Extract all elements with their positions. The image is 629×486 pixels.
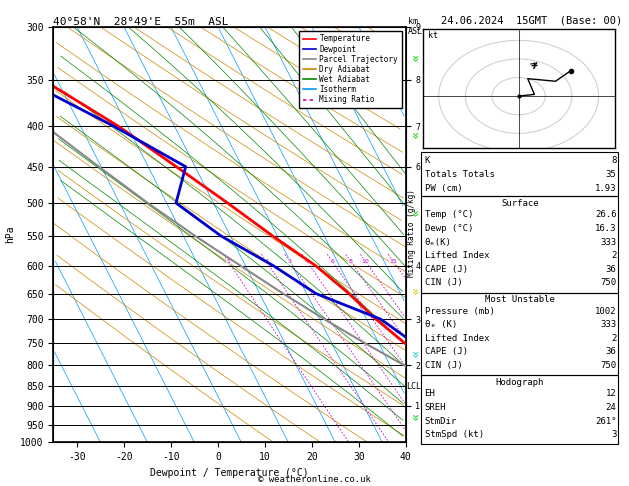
Text: CAPE (J): CAPE (J)	[425, 265, 467, 274]
Text: 24: 24	[606, 403, 616, 412]
Text: 1.93: 1.93	[595, 184, 616, 193]
Text: Dewp (°C): Dewp (°C)	[425, 224, 473, 233]
Text: »: »	[407, 288, 420, 295]
Text: 36: 36	[606, 265, 616, 274]
Text: 8: 8	[611, 156, 616, 166]
Text: Temp (°C): Temp (°C)	[425, 210, 473, 220]
Text: LCL: LCL	[406, 382, 421, 392]
Y-axis label: hPa: hPa	[4, 226, 14, 243]
Text: Totals Totals: Totals Totals	[425, 170, 494, 179]
Text: »: »	[407, 132, 420, 140]
Text: EH: EH	[425, 389, 435, 399]
Text: CIN (J): CIN (J)	[425, 278, 462, 288]
Text: 333: 333	[600, 320, 616, 330]
Text: © weatheronline.co.uk: © weatheronline.co.uk	[258, 474, 371, 484]
Text: 1: 1	[226, 259, 230, 264]
Text: Most Unstable: Most Unstable	[485, 295, 555, 304]
Text: θₑ(K): θₑ(K)	[425, 238, 452, 247]
Text: 261°: 261°	[595, 417, 616, 426]
Text: kt: kt	[428, 32, 438, 40]
Text: 4: 4	[305, 259, 309, 264]
Text: Lifted Index: Lifted Index	[425, 334, 489, 343]
Text: 1002: 1002	[595, 307, 616, 316]
Text: Surface: Surface	[501, 199, 538, 208]
Text: 24.06.2024  15GMT  (Base: 00): 24.06.2024 15GMT (Base: 00)	[441, 16, 622, 26]
Text: StmDir: StmDir	[425, 417, 457, 426]
Text: CAPE (J): CAPE (J)	[425, 347, 467, 357]
Text: 3: 3	[611, 430, 616, 439]
Text: Lifted Index: Lifted Index	[425, 251, 489, 260]
Text: CIN (J): CIN (J)	[425, 361, 462, 370]
Text: 15: 15	[389, 259, 397, 264]
Text: 10: 10	[362, 259, 369, 264]
Text: Hodograph: Hodograph	[496, 378, 544, 387]
Text: θₑ (K): θₑ (K)	[425, 320, 457, 330]
Text: 2: 2	[611, 334, 616, 343]
X-axis label: Dewpoint / Temperature (°C): Dewpoint / Temperature (°C)	[150, 468, 309, 478]
Text: 750: 750	[600, 361, 616, 370]
Text: 6: 6	[330, 259, 334, 264]
Text: »: »	[407, 210, 420, 218]
Text: StmSpd (kt): StmSpd (kt)	[425, 430, 484, 439]
Text: 2: 2	[611, 251, 616, 260]
Legend: Temperature, Dewpoint, Parcel Trajectory, Dry Adiabat, Wet Adiabat, Isotherm, Mi: Temperature, Dewpoint, Parcel Trajectory…	[299, 31, 402, 108]
Text: 26.6: 26.6	[595, 210, 616, 220]
Text: 8: 8	[348, 259, 353, 264]
Text: K: K	[425, 156, 430, 166]
Text: 333: 333	[600, 238, 616, 247]
Text: »: »	[407, 351, 420, 359]
Text: 3: 3	[287, 259, 292, 264]
Text: 35: 35	[606, 170, 616, 179]
Text: 16.3: 16.3	[595, 224, 616, 233]
Text: 750: 750	[600, 278, 616, 288]
Text: »: »	[407, 54, 420, 62]
Text: PW (cm): PW (cm)	[425, 184, 462, 193]
Text: 40°58'N  28°49'E  55m  ASL: 40°58'N 28°49'E 55m ASL	[53, 17, 229, 27]
Text: SREH: SREH	[425, 403, 446, 412]
Text: Mixing Ratio (g/kg): Mixing Ratio (g/kg)	[408, 190, 416, 277]
Text: »: »	[407, 414, 420, 422]
Text: 2: 2	[264, 259, 268, 264]
Text: km
ASL: km ASL	[408, 17, 423, 36]
Text: 36: 36	[606, 347, 616, 357]
Text: Pressure (mb): Pressure (mb)	[425, 307, 494, 316]
Text: 12: 12	[606, 389, 616, 399]
